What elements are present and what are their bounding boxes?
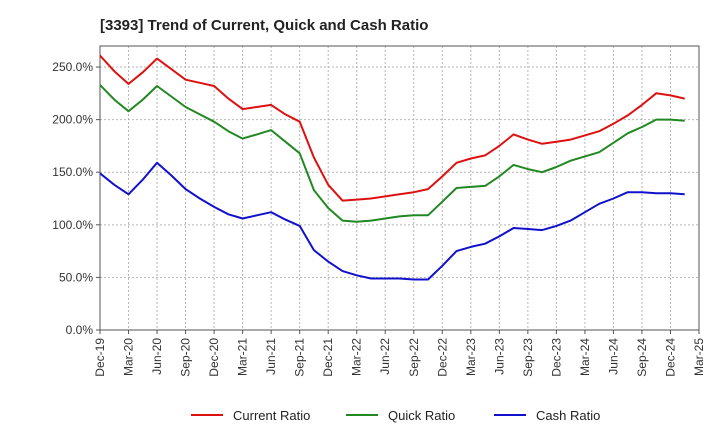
x-tick-label: Dec-19 xyxy=(93,338,107,377)
x-tick-label: Sep-23 xyxy=(521,338,535,377)
legend-label: Current Ratio xyxy=(233,408,310,423)
x-tick-label: Jun-20 xyxy=(150,338,164,375)
series-line-quick-ratio xyxy=(99,84,685,223)
x-tick-label: Mar-24 xyxy=(578,338,592,376)
x-tick-label: Mar-25 xyxy=(692,338,706,376)
series-line-cash-ratio xyxy=(99,161,685,281)
x-tick-label: Sep-22 xyxy=(407,338,421,377)
x-tick-label: Dec-23 xyxy=(549,338,563,377)
x-tick-label: Jun-23 xyxy=(492,338,506,375)
y-axis-ticks: 0.0% 50.0% 100.0% 150.0% 200.0% 250.0% xyxy=(52,60,100,337)
x-tick-label: Dec-20 xyxy=(207,338,221,377)
x-tick-label: Jun-22 xyxy=(378,338,392,375)
grid-lines xyxy=(100,46,699,330)
y-tick-label: 250.0% xyxy=(52,60,93,74)
legend-label: Quick Ratio xyxy=(388,408,455,423)
series-lines xyxy=(99,54,685,281)
x-tick-label: Dec-21 xyxy=(321,338,335,377)
y-tick-label: 50.0% xyxy=(59,270,93,284)
y-tick-label: 150.0% xyxy=(52,165,93,179)
x-axis-ticks: Dec-19 Mar-20 Jun-20 Sep-20 Dec-20 Mar-21 Jun-… xyxy=(93,330,706,377)
y-tick-label: 0.0% xyxy=(66,323,94,337)
y-tick-label: 100.0% xyxy=(52,218,93,232)
x-tick-label: Sep-20 xyxy=(179,338,193,377)
x-tick-label: Dec-22 xyxy=(435,338,449,377)
x-tick-label: Sep-21 xyxy=(293,338,307,377)
x-tick-label: Mar-23 xyxy=(464,338,478,376)
x-tick-label: Dec-24 xyxy=(663,338,677,377)
plot-area-frame xyxy=(99,45,700,331)
legend-label: Cash Ratio xyxy=(536,408,600,423)
chart-title: [3393] Trend of Current, Quick and Cash … xyxy=(100,17,428,34)
x-tick-label: Mar-22 xyxy=(350,338,364,376)
x-tick-label: Mar-21 xyxy=(236,338,250,376)
x-tick-label: Jun-24 xyxy=(606,338,620,375)
x-tick-label: Sep-24 xyxy=(635,338,649,377)
series-line-current-ratio xyxy=(99,54,685,202)
x-tick-label: Jun-21 xyxy=(264,338,278,375)
x-tick-label: Mar-20 xyxy=(122,338,136,376)
y-tick-label: 200.0% xyxy=(52,113,93,127)
legend: Current Ratio Quick Ratio Cash Ratio xyxy=(191,408,600,423)
